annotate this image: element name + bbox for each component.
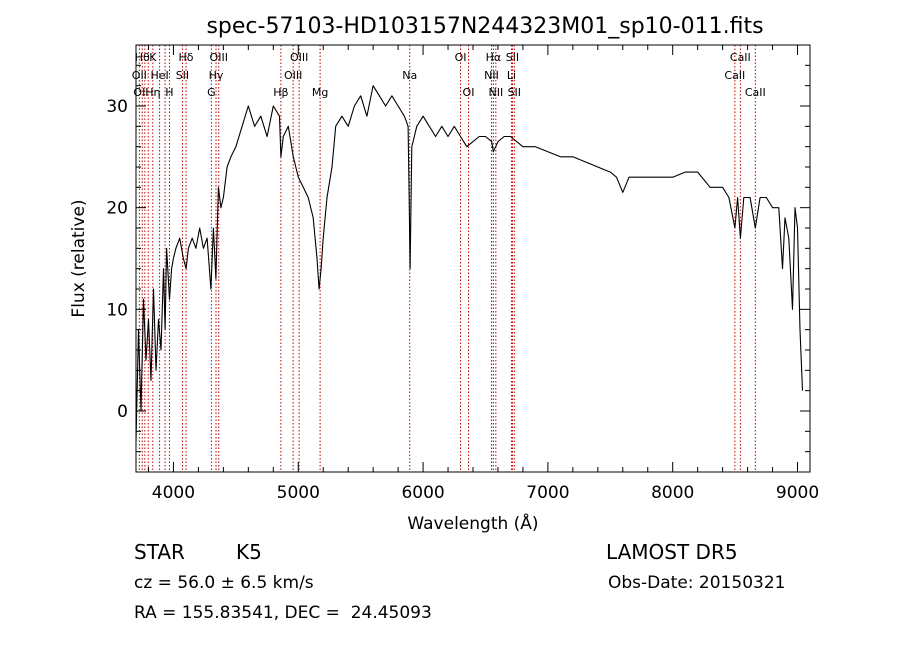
y-tick-label: 10	[106, 300, 128, 320]
x-tick-label: 4000	[152, 483, 195, 503]
y-axis-label: Flux (relative)	[69, 199, 89, 317]
x-tick-label: 8000	[651, 483, 694, 503]
line-label: Hθ	[135, 51, 150, 64]
survey-name: LAMOST DR5	[606, 540, 738, 564]
spectrum-line	[135, 85, 804, 442]
line-label: G	[207, 86, 216, 99]
line-label: Hδ	[179, 51, 194, 64]
line-label: OIII	[210, 51, 228, 64]
observation-date: Obs-Date: 20150321	[608, 573, 786, 593]
line-label: SII	[508, 86, 521, 99]
x-tick-label: 6000	[401, 483, 444, 503]
line-label: NII	[488, 86, 503, 99]
line-label: Mg	[312, 86, 328, 99]
chart-title: spec-57103-HD103157N244323M01_sp10-011.f…	[206, 14, 763, 39]
line-label: Li	[507, 69, 516, 82]
line-label: HeI	[150, 69, 168, 82]
y-tick-label: 20	[106, 199, 128, 219]
line-label: NII	[484, 69, 499, 82]
line-label: OIII	[284, 69, 302, 82]
x-tick-label: 9000	[776, 483, 819, 503]
y-tick-label: 0	[117, 402, 128, 422]
redshift-readout: cz = 56.0 ± 6.5 km/s	[134, 573, 314, 593]
x-tick-label: 7000	[526, 483, 569, 503]
line-label: H	[165, 86, 173, 99]
line-label: Hβ	[273, 86, 288, 99]
y-tick-label: 30	[106, 97, 128, 117]
line-label: SII	[176, 69, 189, 82]
object-subclass: K5	[236, 540, 262, 564]
line-label: K	[149, 51, 157, 64]
line-label: Na	[402, 69, 417, 82]
line-label: OI	[463, 86, 475, 99]
line-label: OIII	[290, 51, 308, 64]
plot-frame	[135, 44, 811, 473]
line-label: OI	[455, 51, 467, 64]
line-label: CaII	[745, 86, 766, 99]
line-label: Hα	[486, 51, 502, 64]
object-class: STAR	[134, 540, 185, 564]
line-label: CaII	[730, 51, 751, 64]
line-label: Hη	[145, 86, 160, 99]
x-axis-label: Wavelength (Å)	[407, 512, 538, 534]
line-label: Hγ	[209, 69, 224, 82]
coordinates-readout: RA = 155.83541, DEC = 24.45093	[134, 603, 432, 623]
line-label: SII	[506, 51, 519, 64]
line-label: OI	[133, 86, 145, 99]
line-label: OII	[132, 69, 147, 82]
x-tick-label: 5000	[277, 483, 320, 503]
line-label: CaII	[724, 69, 745, 82]
